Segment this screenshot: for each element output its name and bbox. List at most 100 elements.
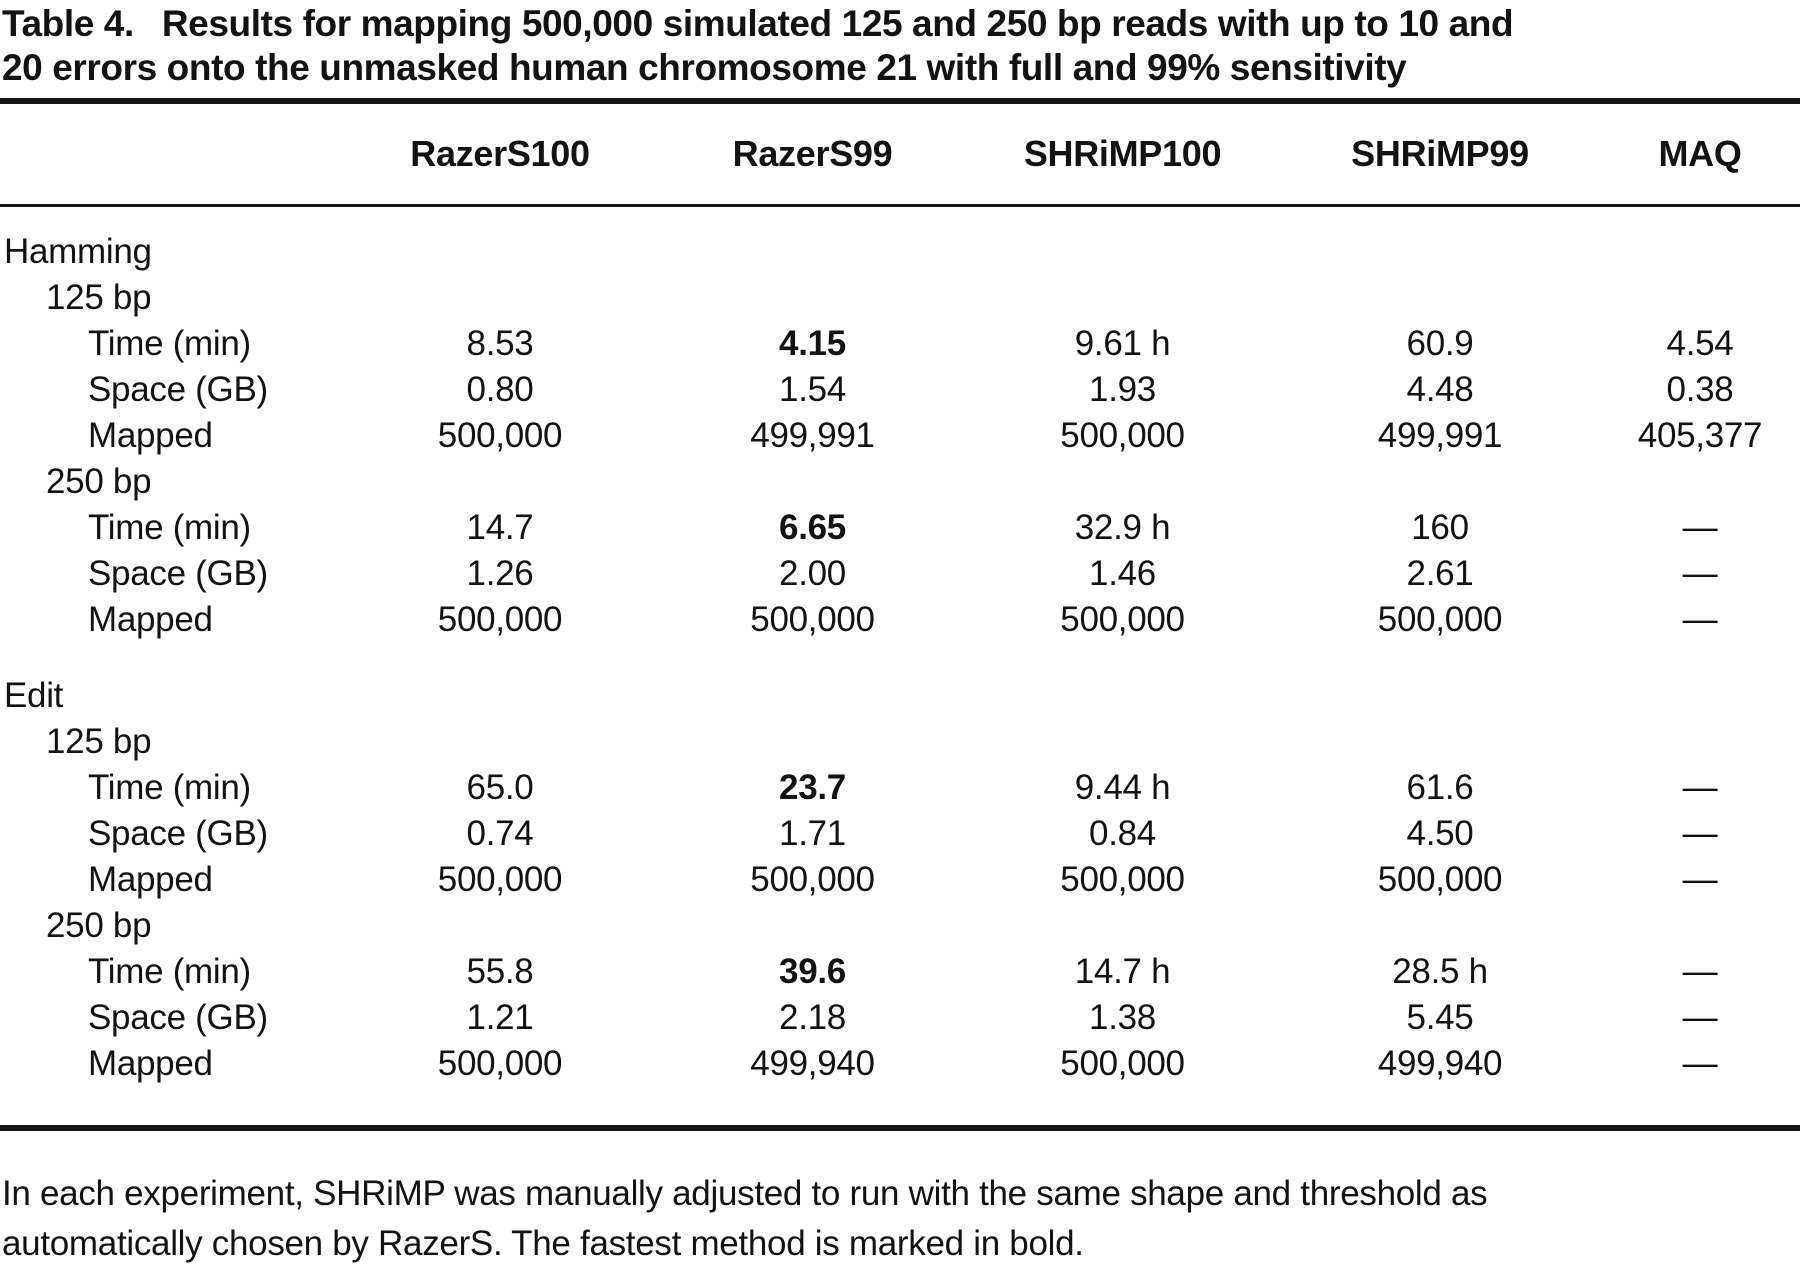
cell (1600, 903, 1800, 949)
row-label: Space (GB) (88, 814, 268, 853)
cell: 1.93 (1089, 370, 1156, 409)
cell: — (1682, 952, 1718, 991)
cell (340, 673, 660, 719)
cell-fastest: 23.7 (779, 768, 846, 807)
spacer-row (0, 206, 1800, 230)
row-label: Space (GB) (88, 370, 268, 409)
table-row-section-hamming: Hamming (0, 229, 1800, 275)
cell: — (1682, 860, 1718, 899)
cell: 1.54 (779, 370, 846, 409)
row-label: Space (GB) (88, 998, 268, 1037)
table-row-space: Space (GB) 0.80 1.54 1.93 4.48 0.38 (0, 367, 1800, 413)
cell (1600, 275, 1800, 321)
table-row-group-250bp: 250 bp (0, 459, 1800, 505)
table-row-time: Time (min) 14.7 6.65 32.9 h 160 — (0, 505, 1800, 551)
row-label: 125 bp (46, 722, 152, 761)
cell (965, 275, 1280, 321)
cell (965, 229, 1280, 275)
row-label: Time (min) (88, 952, 251, 991)
cell: 405,377 (1637, 416, 1763, 455)
cell: — (1682, 554, 1718, 593)
column-header-razers100: RazerS100 (340, 104, 660, 207)
table-row-mapped: Mapped 500,000 499,991 500,000 499,991 4… (0, 413, 1800, 459)
cell: 500,000 (1377, 860, 1503, 899)
cell: — (1682, 814, 1718, 853)
header-row: RazerS100 RazerS99 SHRiMP100 SHRiMP99 MA… (0, 104, 1800, 207)
cell (1600, 719, 1800, 765)
cell (660, 903, 965, 949)
spacer-row (0, 1087, 1800, 1125)
cell: 500,000 (1060, 600, 1185, 639)
cell (660, 719, 965, 765)
row-label: 250 bp (46, 462, 152, 501)
cell: 4.54 (1666, 324, 1734, 363)
column-header-razers99: RazerS99 (660, 104, 965, 207)
cell: 500,000 (1060, 1044, 1185, 1083)
column-header-maq: MAQ (1600, 104, 1800, 207)
table-row-time: Time (min) 55.8 39.6 14.7 h 28.5 h — (0, 949, 1800, 995)
cell: — (1682, 998, 1718, 1037)
footnote-line-1: In each experiment, SHRiMP was manually … (2, 1174, 1488, 1213)
table-number: Table 4. (2, 3, 134, 44)
cell (340, 275, 660, 321)
cell: 500,000 (750, 860, 875, 899)
cell: 499,991 (1377, 416, 1503, 455)
row-label: Mapped (88, 1044, 213, 1083)
cell: 500,000 (1060, 860, 1185, 899)
caption-line-1: Table 4. Results for mapping 500,000 simu… (2, 2, 1798, 46)
table-rule-top (0, 98, 1800, 104)
cell: 500,000 (437, 1044, 563, 1083)
table-row-section-edit: Edit (0, 673, 1800, 719)
cell: 500,000 (437, 600, 563, 639)
row-label: Time (min) (88, 768, 251, 807)
cell: 0.80 (466, 370, 534, 409)
cell: 500,000 (1060, 416, 1185, 455)
cell: 9.61 h (1074, 324, 1171, 363)
footnote-line-2: automatically chosen by RazerS. The fast… (2, 1224, 1084, 1263)
cell: 65.0 (466, 768, 534, 807)
cell (660, 275, 965, 321)
cell: 2.00 (779, 554, 846, 593)
cell (1600, 229, 1800, 275)
cell: — (1682, 1044, 1718, 1083)
cell (965, 903, 1280, 949)
table-row-mapped: Mapped 500,000 500,000 500,000 500,000 — (0, 857, 1800, 903)
results-table: RazerS100 RazerS99 SHRiMP100 SHRiMP99 MA… (0, 104, 1800, 1125)
cell: 2.18 (779, 998, 846, 1037)
cell: 1.46 (1089, 554, 1156, 593)
row-label: Space (GB) (88, 554, 268, 593)
cell: 1.21 (466, 998, 534, 1037)
cell: 1.26 (466, 554, 534, 593)
cell: — (1682, 508, 1718, 547)
section-spacer (0, 643, 1800, 673)
cell (1280, 719, 1600, 765)
row-label: Mapped (88, 860, 213, 899)
cell-fastest: 4.15 (779, 324, 846, 363)
row-label: Hamming (4, 232, 152, 271)
cell-fastest: 6.65 (779, 508, 846, 547)
cell: — (1682, 600, 1718, 639)
cell: 160 (1411, 508, 1469, 547)
table-row-group-125bp: 125 bp (0, 719, 1800, 765)
cell: 9.44 h (1074, 768, 1171, 807)
cell (1600, 673, 1800, 719)
table-row-group-250bp: 250 bp (0, 903, 1800, 949)
caption-text-1: Results for mapping 500,000 simulated 12… (161, 3, 1514, 44)
row-label: 125 bp (46, 278, 152, 317)
row-label: Edit (4, 676, 64, 715)
cell: 499,940 (750, 1044, 875, 1083)
table-row-space: Space (GB) 1.26 2.00 1.46 2.61 — (0, 551, 1800, 597)
table-row-mapped: Mapped 500,000 500,000 500,000 500,000 — (0, 597, 1800, 643)
table-rule-bottom (0, 1125, 1800, 1131)
cell: 28.5 h (1392, 952, 1488, 991)
cell (965, 459, 1280, 505)
cell (340, 229, 660, 275)
cell: 4.50 (1406, 814, 1474, 853)
row-label: Mapped (88, 416, 213, 455)
cell (660, 459, 965, 505)
cell (1280, 673, 1600, 719)
cell: 500,000 (1377, 600, 1503, 639)
cell (1280, 229, 1600, 275)
cell (965, 673, 1280, 719)
cell (340, 719, 660, 765)
